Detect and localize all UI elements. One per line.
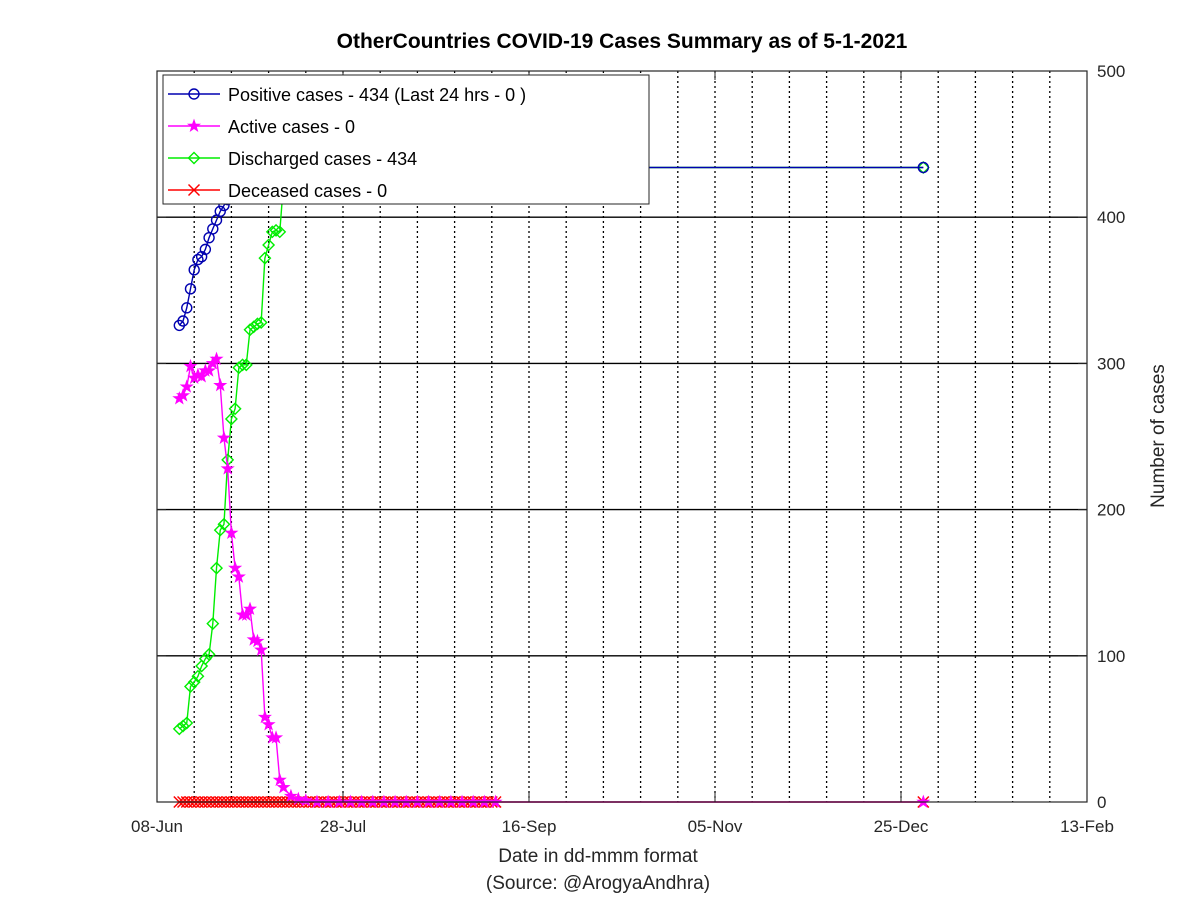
x-axis-label: Date in dd-mmm format xyxy=(498,846,698,867)
data-point xyxy=(242,601,258,616)
data-point xyxy=(187,675,201,689)
y-tick-label: 500 xyxy=(1097,62,1125,81)
data-point xyxy=(177,315,189,327)
data-point xyxy=(254,315,268,329)
data-point xyxy=(250,633,265,648)
data-point xyxy=(224,412,238,426)
legend-entry: Active cases - 0 xyxy=(168,117,355,137)
data-point xyxy=(276,779,291,794)
data-point xyxy=(228,560,243,575)
y-tick-label: 400 xyxy=(1097,208,1125,227)
data-point xyxy=(180,716,194,730)
y-tick-label: 0 xyxy=(1097,793,1106,812)
x-tick-label: 13-Feb xyxy=(1060,817,1114,836)
data-point xyxy=(216,430,232,444)
data-point xyxy=(257,709,272,724)
data-point xyxy=(191,669,205,683)
data-point xyxy=(228,402,242,416)
data-point xyxy=(202,363,217,377)
data-point xyxy=(261,717,276,731)
legend-marker xyxy=(187,183,201,197)
y-tick-label: 100 xyxy=(1097,647,1125,666)
legend-marker xyxy=(188,88,200,100)
legend-entry: Positive cases - 434 (Last 24 hrs - 0 ) xyxy=(168,85,526,105)
x-tick-label: 28-Jul xyxy=(320,817,366,836)
x-tick-label: 16-Sep xyxy=(502,817,557,836)
data-point xyxy=(273,225,287,239)
data-point xyxy=(192,253,204,266)
legend-entry: Deceased cases - 0 xyxy=(168,181,387,201)
data-point xyxy=(184,283,197,295)
x-tick-label: 25-Dec xyxy=(874,817,929,836)
data-point xyxy=(217,517,231,531)
data-point xyxy=(176,719,190,733)
ticks: 08-Jun 28-Jul 16-Sep 05-Nov 25-Dec 13-Feb 0 100… xyxy=(131,62,1125,836)
x-tick-label: 08-Jun xyxy=(131,817,183,836)
data-point xyxy=(172,722,186,736)
legend-label: Positive cases - 434 (Last 24 hrs - 0 ) xyxy=(228,85,526,105)
plot-frame xyxy=(156,70,1088,803)
legend-marker xyxy=(186,118,202,132)
data-point xyxy=(272,772,287,787)
data-point xyxy=(214,205,226,218)
data-point xyxy=(262,238,276,252)
data-point xyxy=(206,617,220,631)
data-point xyxy=(210,561,224,575)
data-point xyxy=(917,161,930,174)
data-point xyxy=(209,351,224,366)
data-point xyxy=(175,388,191,402)
legend-label: Active cases - 0 xyxy=(228,117,355,137)
y-tick-label: 300 xyxy=(1097,354,1125,373)
legend-entry: Discharged cases - 434 xyxy=(168,149,417,169)
data-point xyxy=(188,264,200,276)
data-point xyxy=(199,243,212,256)
data-point xyxy=(269,223,283,237)
legend-marker xyxy=(187,151,201,165)
data-point xyxy=(183,358,198,373)
data-point xyxy=(268,730,284,744)
data-point xyxy=(198,652,212,666)
data-point xyxy=(488,794,503,808)
data-point xyxy=(202,647,216,661)
data-point xyxy=(179,379,194,393)
data-point xyxy=(283,788,298,803)
x-axis-source: (Source: @ArogyaAndhra) xyxy=(486,873,710,894)
legend-label: Deceased cases - 0 xyxy=(228,181,387,201)
y-tick-label: 200 xyxy=(1097,501,1125,520)
legend-label: Discharged cases - 434 xyxy=(228,149,417,169)
legend: Positive cases - 434 (Last 24 hrs - 0 ) A… xyxy=(162,74,650,205)
data-point xyxy=(183,680,197,693)
data-point xyxy=(254,642,269,656)
data-point xyxy=(181,302,193,314)
data-point xyxy=(220,461,235,475)
x-tick-label: 05-Nov xyxy=(688,817,743,836)
data-point xyxy=(224,525,239,539)
chart-title: OtherCountries COVID-19 Cases Summary as… xyxy=(337,30,908,53)
data-point xyxy=(916,794,931,808)
y-axis-label: Number of cases xyxy=(1148,364,1169,508)
data-point xyxy=(298,793,313,807)
data-point xyxy=(213,377,228,392)
data-point xyxy=(258,251,272,265)
data-point xyxy=(213,523,227,537)
data-point xyxy=(243,323,257,337)
data-point xyxy=(250,317,264,331)
data-point xyxy=(236,358,250,372)
legend-box xyxy=(162,74,650,205)
data-point xyxy=(231,569,246,583)
data-point xyxy=(239,358,253,372)
